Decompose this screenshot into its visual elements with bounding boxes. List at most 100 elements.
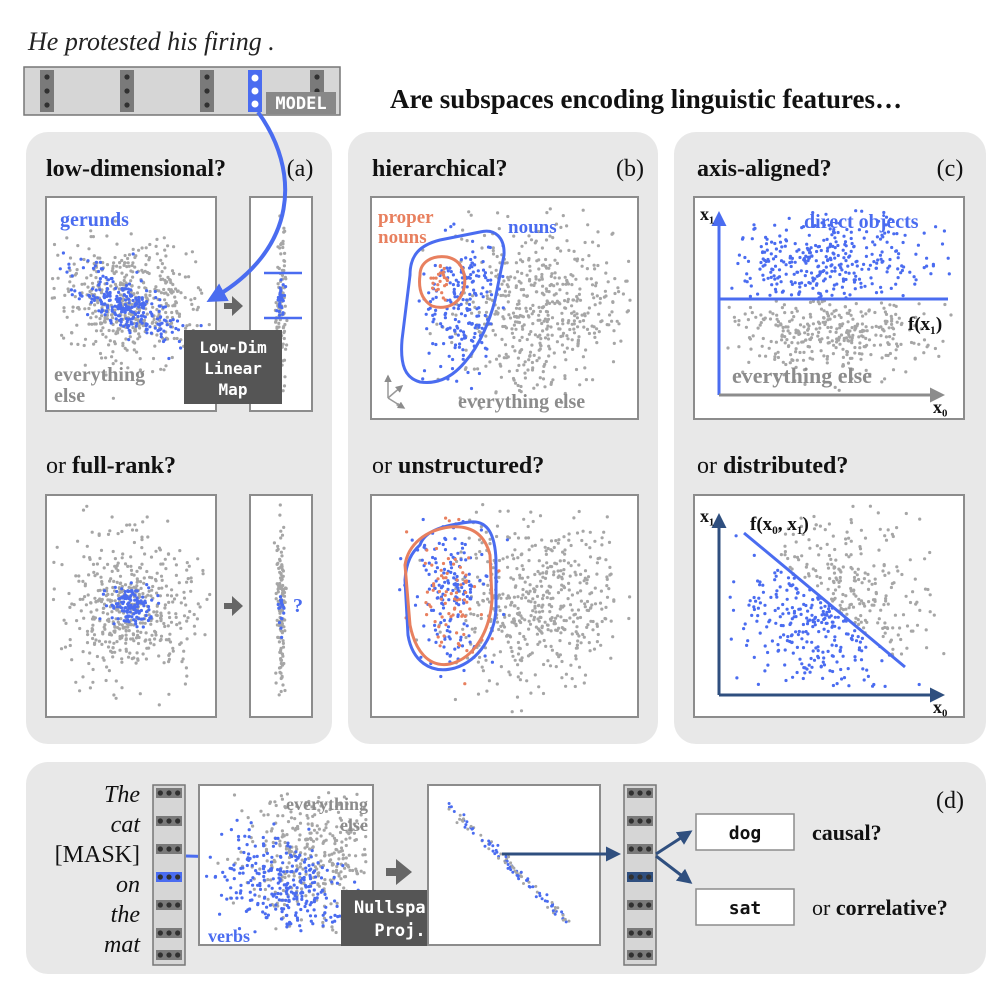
- scatter-point: [157, 586, 161, 591]
- scatter-point: [274, 320, 278, 324]
- scatter-point: [839, 315, 843, 320]
- scatter-point: [281, 583, 285, 588]
- model-neuron: [175, 818, 181, 824]
- scatter-point: [253, 844, 257, 848]
- scatter-point: [544, 309, 549, 314]
- scatter-point: [538, 376, 542, 380]
- scatter-point: [280, 797, 284, 801]
- scatter-point: [785, 588, 789, 592]
- scatter-point: [111, 585, 115, 590]
- scatter-point: [782, 633, 786, 637]
- scatter-point: [116, 328, 120, 332]
- scatter-point: [127, 604, 131, 608]
- scatter-point: [585, 581, 589, 585]
- scatter-point: [67, 591, 71, 596]
- scatter-point: [847, 339, 851, 343]
- scatter-point: [733, 319, 737, 323]
- scatter-point: [149, 622, 153, 626]
- scatter-point: [565, 346, 569, 350]
- scatter-point: [502, 356, 506, 360]
- scatter-point: [582, 681, 586, 685]
- scatter-point: [479, 528, 483, 532]
- scatter-point: [110, 269, 114, 273]
- scatter-point: [445, 571, 449, 576]
- scatter-point: [117, 290, 121, 294]
- scatter-point: [468, 321, 472, 325]
- scatter-point: [571, 274, 575, 278]
- scatter-point: [625, 310, 629, 314]
- scatter-point: [781, 289, 785, 293]
- scatter-point: [207, 323, 211, 327]
- scatter-point: [178, 549, 182, 553]
- scatter-point: [118, 293, 123, 297]
- scatter-point: [287, 874, 291, 878]
- scatter-point: [464, 590, 468, 595]
- scatter-point: [272, 858, 276, 862]
- scatter-point: [825, 271, 829, 275]
- scatter-point: [156, 265, 160, 270]
- scatter-point: [312, 828, 317, 832]
- scatter-point: [275, 548, 279, 553]
- scatter-point: [110, 616, 114, 620]
- scatter-point: [97, 533, 101, 538]
- scatter-point: [506, 594, 510, 598]
- scatter-point: [583, 602, 587, 606]
- scatter-point: [571, 298, 576, 302]
- scatter-point: [448, 266, 452, 270]
- scatter-point: [83, 363, 87, 367]
- scatter-point: [436, 283, 440, 287]
- scatter-point: [501, 293, 505, 297]
- scatter-point: [839, 606, 843, 611]
- scatter-point: [571, 347, 575, 351]
- scatter-point: [796, 270, 800, 274]
- model-neuron: [166, 930, 172, 936]
- scatter-point: [576, 639, 580, 643]
- scatter-point: [451, 588, 455, 593]
- scatter-point: [516, 663, 520, 667]
- scatter-point: [161, 562, 165, 566]
- scatter-point: [313, 869, 317, 873]
- scatter-point: [118, 590, 122, 595]
- scatter-point: [731, 608, 736, 612]
- scatter-point: [549, 274, 553, 278]
- scatter-point: [464, 635, 468, 640]
- scatter-point: [172, 271, 176, 276]
- scatter-point: [461, 592, 466, 596]
- scatter-point: [528, 350, 533, 354]
- scatter-point: [805, 269, 809, 274]
- scatter-point: [477, 330, 481, 334]
- scatter-point: [309, 855, 313, 859]
- scatter-point: [329, 902, 333, 906]
- scatter-point: [779, 322, 783, 326]
- scatter-point: [748, 337, 753, 341]
- scatter-point: [472, 288, 476, 292]
- scatter-point: [252, 887, 256, 891]
- scatter-point: [883, 534, 887, 538]
- scatter-point: [803, 274, 807, 278]
- scatter-point: [785, 639, 790, 643]
- scatter-point: [595, 572, 599, 576]
- scatter-point: [280, 588, 284, 592]
- scatter-point: [619, 339, 623, 343]
- scatter-point: [254, 869, 258, 873]
- scatter-point: [539, 579, 543, 583]
- scatter-point: [451, 613, 455, 617]
- scatter-point: [540, 538, 544, 542]
- scatter-point: [262, 844, 266, 848]
- scatter-point: [95, 562, 99, 566]
- scatter-point: [488, 245, 492, 250]
- scatter-point: [101, 611, 105, 615]
- scatter-point: [71, 309, 75, 313]
- scatter-point: [802, 593, 806, 598]
- scatter-point: [433, 623, 437, 628]
- scatter-point: [467, 266, 472, 270]
- scatter-point: [808, 312, 812, 316]
- scatter-point: [331, 928, 335, 932]
- scatter-point: [565, 224, 569, 228]
- scatter-point: [113, 219, 117, 223]
- scatter-point: [567, 588, 571, 592]
- scatter-point: [549, 644, 553, 649]
- scatter-point: [262, 878, 266, 882]
- scatter-point: [311, 922, 315, 926]
- scatter-point: [794, 331, 798, 335]
